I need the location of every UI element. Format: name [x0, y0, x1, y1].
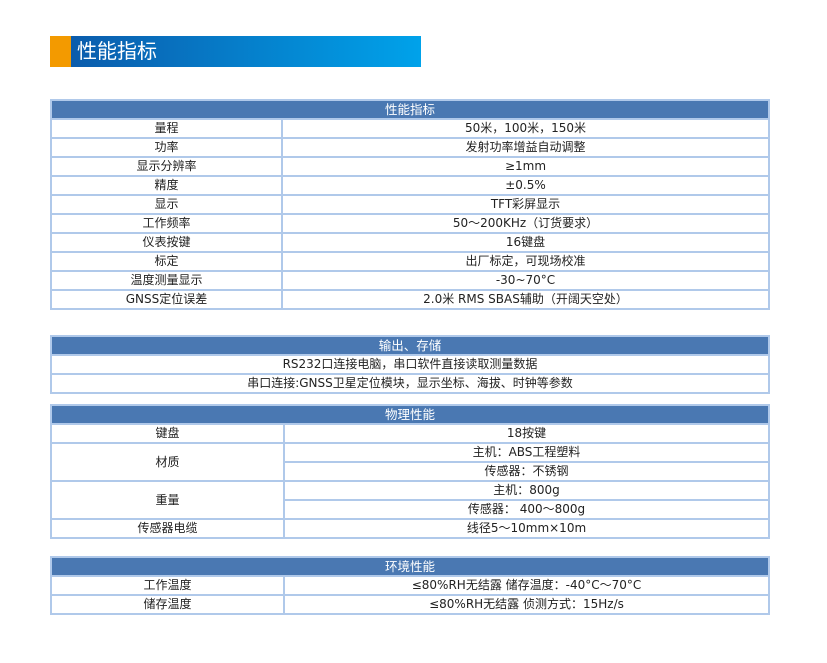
- spec-table-performance: 性能指标 量程 50米，100米，150米 功率 发射功率增益自动调整 显示分辨率 ≥1m…: [50, 99, 770, 310]
- accent-bar: [50, 36, 71, 67]
- table-row: 材质 主机：ABS工程塑料: [50, 442, 770, 482]
- table-row: 传感器：不锈钢: [51, 461, 770, 482]
- section-title-banner: 性能指标: [50, 36, 421, 67]
- table-cell: 50～200KHz（订货要求）: [281, 213, 770, 234]
- table-row: 重量 主机：800g: [50, 480, 770, 520]
- spec-table-physical: 物理性能 键盘 18按键 材质 主机：ABS工程塑料 传感器：不锈钢 重量 主机：80…: [50, 404, 770, 539]
- table-row: 仪表按键 16键盘: [50, 232, 770, 253]
- table-row: 传感器电缆 线径5～10mm×10m: [50, 518, 770, 539]
- table-row: 功率 发射功率增益自动调整: [50, 137, 770, 158]
- table-header: 物理性能: [50, 404, 770, 425]
- table-cell: 2.0米 RMS SBAS辅助（开阔天空处）: [281, 289, 770, 310]
- table-row: 精度 ±0.5%: [50, 175, 770, 196]
- table-cell: 线径5～10mm×10m: [283, 518, 770, 539]
- spec-table-output: 输出、存储 RS232口连接电脑，串口软件直接读取测量数据 串口连接:GNSS卫…: [50, 335, 770, 394]
- table-cell: ≤80%RH无结露 储存温度：-40°C～70°C: [283, 575, 770, 596]
- table-row: 工作温度 ≤80%RH无结露 储存温度：-40°C～70°C: [50, 575, 770, 596]
- table-cell: ≤80%RH无结露 侦测方式：15Hz/s: [283, 594, 770, 615]
- table-cell: -30~70°C: [281, 270, 770, 291]
- table-cell: 传感器： 400～800g: [283, 499, 770, 520]
- table-row: 量程 50米，100米，150米: [50, 118, 770, 139]
- table-cell: 储存温度: [50, 594, 285, 615]
- table-cell: 主机：ABS工程塑料: [283, 442, 770, 463]
- table-row: 标定 出厂标定，可现场校准: [50, 251, 770, 272]
- table-header: 环境性能: [50, 556, 770, 577]
- table-cell: 发射功率增益自动调整: [281, 137, 770, 158]
- table-header: 性能指标: [50, 99, 770, 120]
- table-cell: 传感器：不锈钢: [283, 461, 770, 482]
- table-row: 工作频率 50～200KHz（订货要求）: [50, 213, 770, 234]
- table-cell: 出厂标定，可现场校准: [281, 251, 770, 272]
- table-cell: 仪表按键: [50, 232, 283, 253]
- table-cell: ±0.5%: [281, 175, 770, 196]
- table-cell: 传感器电缆: [50, 518, 285, 539]
- table-cell: TFT彩屏显示: [281, 194, 770, 215]
- table-cell: 50米，100米，150米: [281, 118, 770, 139]
- table-row: 储存温度 ≤80%RH无结露 侦测方式：15Hz/s: [50, 594, 770, 615]
- table-row: 传感器： 400～800g: [51, 499, 770, 520]
- table-cell: 主机：800g: [283, 480, 770, 501]
- table-cell: 串口连接:GNSS卫星定位模块，显示坐标、海拔、时钟等参数: [50, 373, 770, 394]
- table-row: 键盘 18按键: [50, 423, 770, 444]
- table-cell: 工作频率: [50, 213, 283, 234]
- table-row: 串口连接:GNSS卫星定位模块，显示坐标、海拔、时钟等参数: [50, 373, 770, 394]
- table-cell: 温度测量显示: [50, 270, 283, 291]
- table-cell: 标定: [50, 251, 283, 272]
- table-cell: 精度: [50, 175, 283, 196]
- table-row: RS232口连接电脑，串口软件直接读取测量数据: [50, 354, 770, 375]
- page-title: 性能指标: [71, 36, 421, 67]
- table-row: 温度测量显示 -30~70°C: [50, 270, 770, 291]
- table-cell: 工作温度: [50, 575, 285, 596]
- table-cell: 16键盘: [281, 232, 770, 253]
- table-row: 显示 TFT彩屏显示: [50, 194, 770, 215]
- table-row: 显示分辨率 ≥1mm: [50, 156, 770, 177]
- table-cell: 显示: [50, 194, 283, 215]
- table-cell: ≥1mm: [281, 156, 770, 177]
- table-header: 输出、存储: [50, 335, 770, 356]
- table-cell: 功率: [50, 137, 283, 158]
- table-cell: RS232口连接电脑，串口软件直接读取测量数据: [50, 354, 770, 375]
- table-cell: 18按键: [283, 423, 770, 444]
- table-cell: 量程: [50, 118, 283, 139]
- table-cell: 重量: [50, 480, 285, 520]
- table-cell: GNSS定位误差: [50, 289, 283, 310]
- table-cell: 键盘: [50, 423, 285, 444]
- table-cell: 显示分辨率: [50, 156, 283, 177]
- spec-table-environment: 环境性能 工作温度 ≤80%RH无结露 储存温度：-40°C～70°C 储存温度 ≤…: [50, 556, 770, 615]
- table-row: GNSS定位误差 2.0米 RMS SBAS辅助（开阔天空处）: [50, 289, 770, 310]
- table-cell: 材质: [50, 442, 285, 482]
